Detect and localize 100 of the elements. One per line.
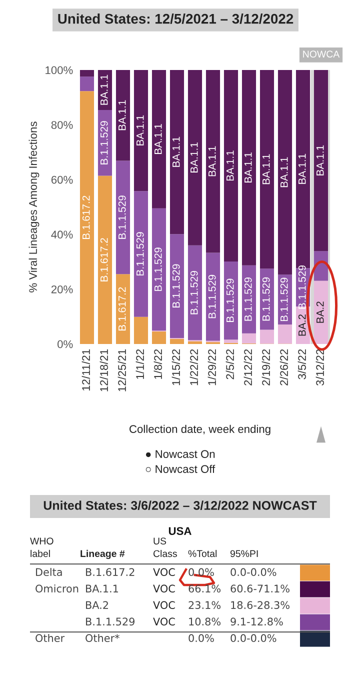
bar [80,76,94,92]
text: BA.1.1 [208,146,216,176]
x-tick-label: 2/12/22 [244,349,252,386]
y-axis-title: % Viral Lineages Among Infections [28,122,40,292]
text: B.1.1.529 [226,278,234,322]
bar [206,252,220,341]
text: BA.1.1 [86,584,118,592]
bar [134,316,148,344]
x-tick-label: 3/12/22 [316,349,324,386]
bar [116,274,130,344]
bar [242,333,256,344]
series-label: BA.1.1 [262,154,270,184]
bar [80,91,94,344]
text: 0.0% [188,634,214,642]
x-tick-label: 2/26/22 [280,349,288,386]
y-tick-label: 100% [46,66,73,74]
y-tick-label: 0% [58,340,73,348]
x-tick-label: 1/29/22 [208,349,216,386]
bar [188,70,202,246]
text: Other [36,634,65,642]
text: Other* [86,634,120,642]
bar [116,160,130,274]
x-tick-label: 1/1/22 [136,349,144,379]
text: B.1.1.529 [262,277,270,321]
bar [98,70,112,110]
text: 9.1-12.8% [230,618,283,626]
bar [152,208,166,331]
y-tick-label: 20% [51,285,73,294]
x-tick-label: 2/5/22 [226,349,234,380]
bar [170,338,184,344]
text: B.1.617.2 [86,568,134,576]
category-label: Lineage # [80,550,125,559]
text: VOC [153,584,175,593]
bar [98,176,112,344]
y-tick-label: 80% [51,121,73,129]
x-tick-label: 2/19/22 [262,349,270,386]
text: BA.1.1 [316,145,324,176]
text: BA.1.1 [244,152,252,182]
bar [134,191,148,317]
bar [98,110,112,176]
text: 0.0-0.0% [230,568,276,576]
bar [170,70,184,234]
text: B.1.1.529 [172,264,180,308]
bar [278,324,292,344]
text: BA.1.1 [100,74,108,105]
text: B.1.1.529 [86,618,134,626]
text: BA.1.1 [190,142,198,172]
bar [224,262,238,340]
text: B.1.1.529 [118,196,126,239]
bar [152,70,166,208]
category-label: WHO label [30,538,54,558]
text: VOC [153,618,175,626]
text: United States: 3/6/2022 – 3/12/2022 NOWCAST [44,500,317,510]
text: B.1.1.529 [154,248,162,291]
bar [134,70,148,192]
series-label: B.1.1.529 [298,265,306,309]
text: 0.0-0.0% [230,634,276,642]
bar [188,341,202,344]
text: BA.1.1 [172,136,180,167]
text: 0.0% [188,568,214,576]
x-tick-label: 12/18/21 [100,349,108,392]
bar [242,70,256,266]
band-label: NOWCA [303,50,340,58]
text: Omicron [36,584,78,593]
text: 60.6-71.1% [230,584,290,593]
bar [260,330,274,344]
x-tick-label: 3/5/22 [298,349,306,380]
bar [224,70,238,262]
y-tick-label: 40% [51,230,73,239]
x-tick-label: 12/25/21 [118,349,126,392]
text: B.1.1.529 [136,232,144,276]
text: B.1.617.2 [118,287,126,331]
bar [116,70,130,161]
text: 10.8% [189,618,221,626]
text: BA.1.1 [154,124,162,154]
text: 18.6-28.3% [231,601,290,610]
bar [80,70,94,77]
x-tick-label: 1/15/22 [172,349,180,386]
text: B.1.1.529 [208,274,216,318]
bar [152,331,166,344]
bar [260,70,274,269]
x-tick-label: 12/11/21 [82,349,90,390]
text: BA.2 [316,302,324,323]
category-label: US Class [153,538,177,558]
text: BA.1.1 [226,150,234,181]
chart-title: United States: 12/5/2021 – 3/12/2022 [58,14,294,24]
text: ● Nowcast On [146,450,215,458]
bar [278,70,292,275]
text: Delta [36,568,62,576]
bar [206,70,220,253]
series-label: BA.2 [298,314,306,336]
x-axis-title: Collection date, week ending [130,424,270,436]
text: B.1.1.529 [190,270,198,314]
bar [224,340,238,343]
text: 66.1% [188,584,221,593]
text: ○ Nowcast Off [146,464,216,473]
text: VOC [153,601,175,610]
bar [170,234,184,338]
bar [242,265,256,334]
x-tick-label: 1/22/22 [190,349,198,386]
